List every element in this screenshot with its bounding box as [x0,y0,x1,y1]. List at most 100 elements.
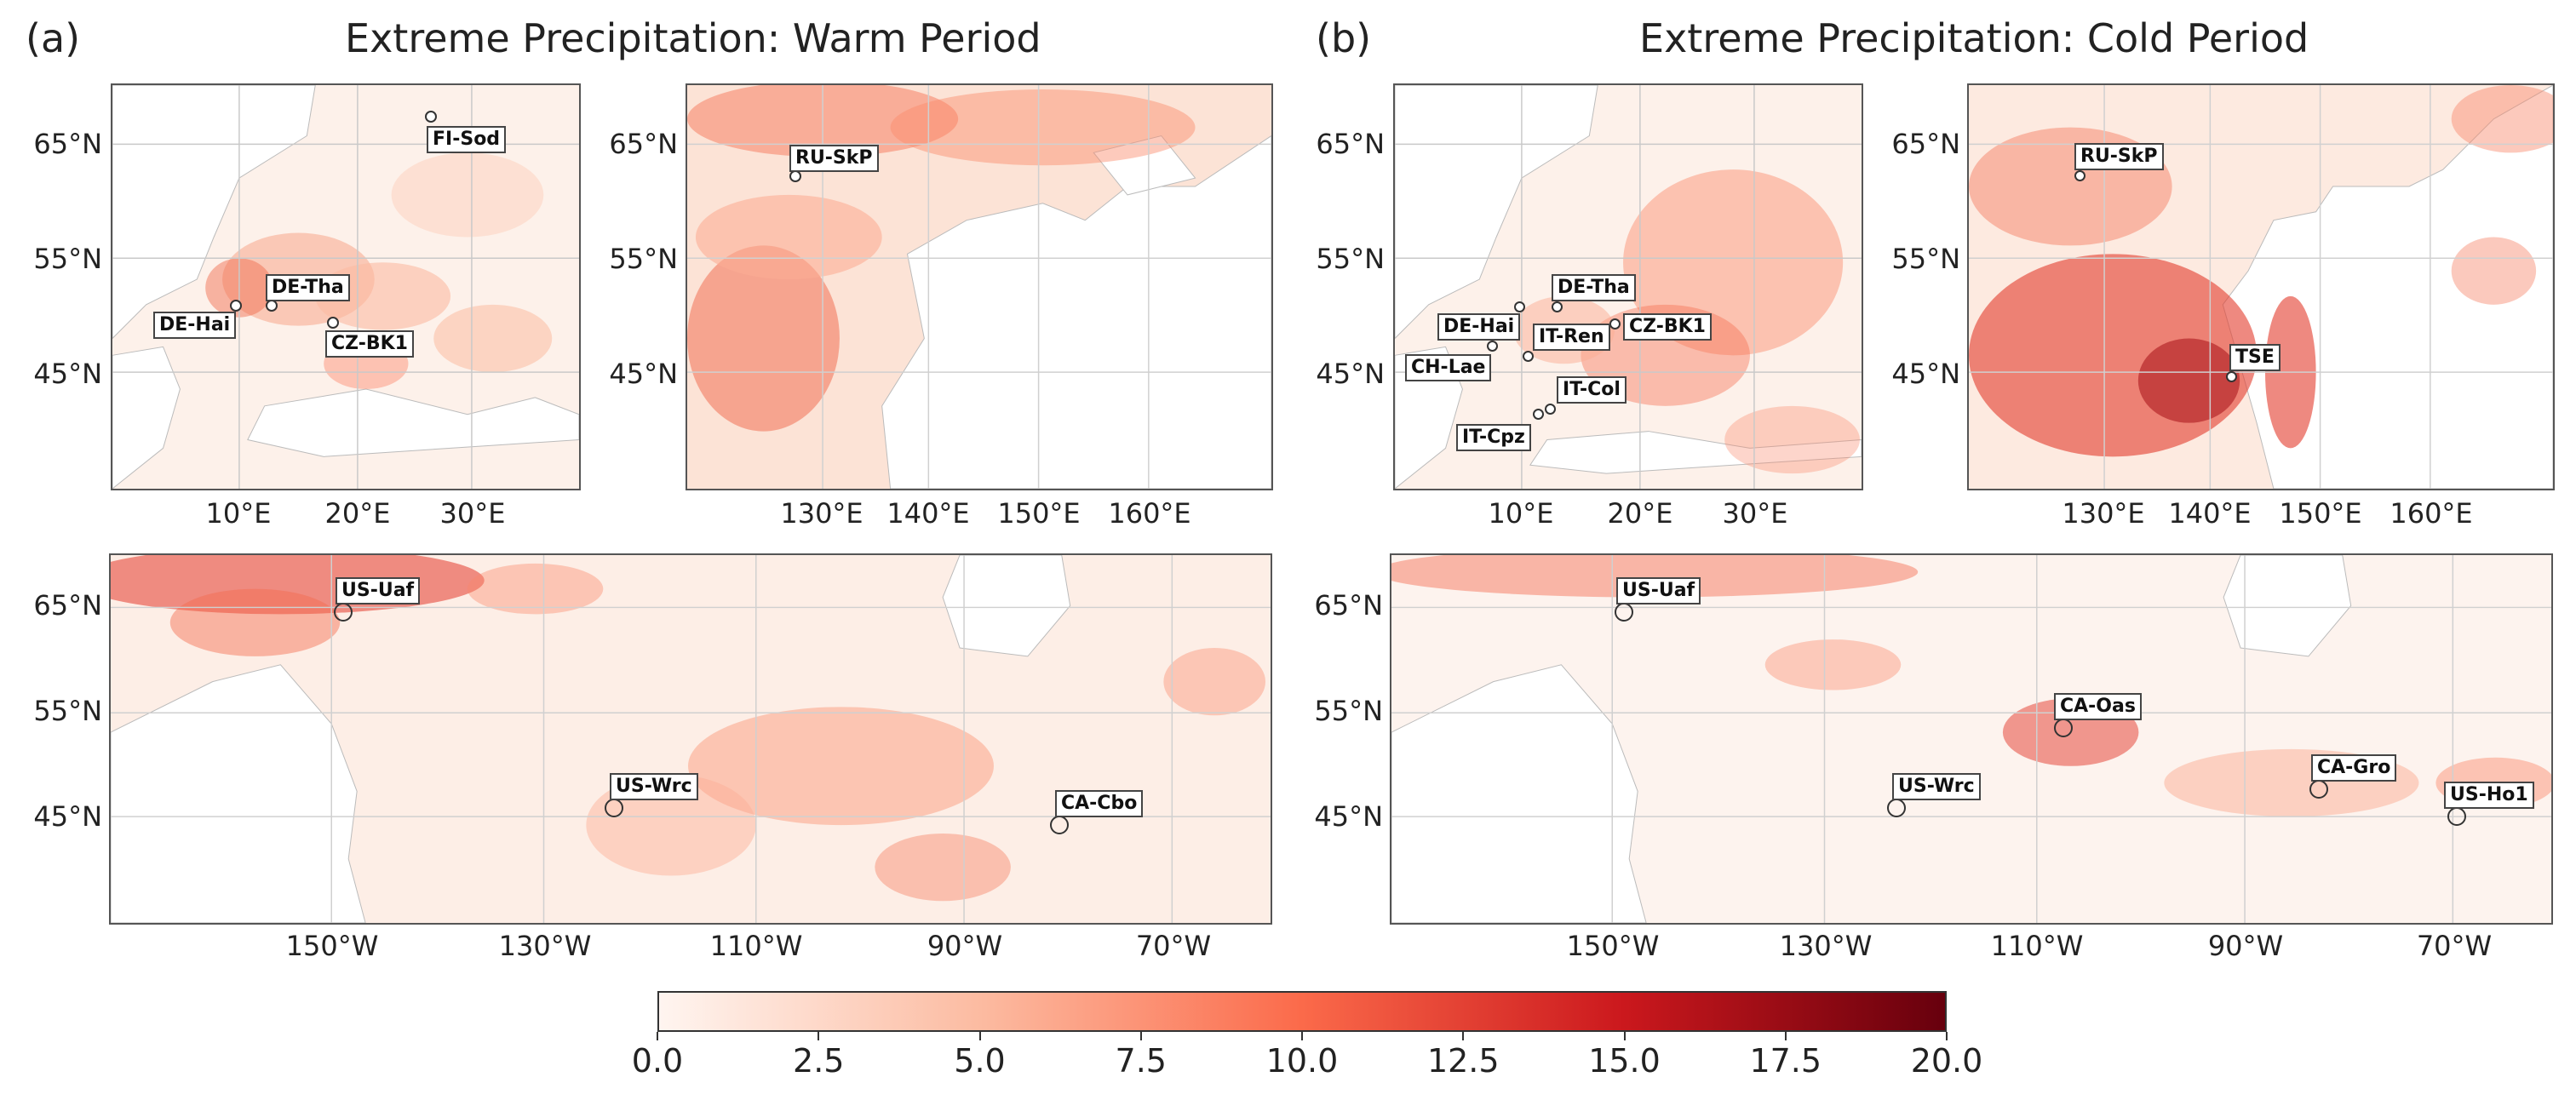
lat-tick: 55°N [609,243,678,275]
lon-tick: 90°W [2207,930,2284,962]
colorbar-tick-label: 0.0 [631,1042,684,1080]
site-marker [1887,799,1906,817]
site-marker [2074,170,2085,181]
lon-tick: 110°W [1990,930,2084,962]
map-b-asia-field [1969,85,2553,489]
panel-a-letter: (a) [26,15,81,61]
site-marker [425,111,437,123]
colorbar-tick-label: 12.5 [1426,1042,1500,1080]
lat-tick: 45°N [1314,800,1383,833]
site-label: DE-Hai [153,312,237,339]
site-label: TSE [2229,344,2281,371]
lat-tick: 45°N [1316,358,1385,390]
lat-tick: 45°N [33,358,102,390]
lon-tick: 30°E [1722,497,1788,530]
site-label: CA-Cbo [1055,790,1144,817]
map-b-america: US-Uaf CA-Oas CA-Gro US-Wrc US-Ho1 [1390,553,2553,925]
lon-tick: 150°W [285,930,379,962]
site-marker [1609,318,1621,329]
lat-tick: 65°N [1314,589,1383,622]
lat-tick: 55°N [33,243,102,275]
site-marker [789,170,801,182]
colorbar-tick-mark [978,1032,981,1040]
colorbar-tick-label: 17.5 [1749,1042,1822,1080]
site-marker [1523,351,1534,362]
colorbar-tick-mark [818,1032,820,1040]
map-a-asia-field [687,85,1271,489]
lon-tick: 150°E [2279,497,2362,530]
colorbar-tick-mark [1462,1032,1465,1040]
lon-tick: 150°E [997,497,1081,530]
site-label: DE-Hai [1437,313,1521,341]
panel-b-title: Extreme Precipitation: Cold Period [1639,15,2309,61]
lat-tick: 45°N [33,800,102,833]
lon-tick: 150°W [1566,930,1660,962]
map-b-america-field [1391,555,2551,923]
lat-tick: 65°N [1316,128,1385,160]
lon-tick: 140°E [886,497,970,530]
site-marker [1533,409,1544,420]
site-label: CA-Gro [2311,754,2397,782]
site-label: CH-Lae [1405,354,1492,381]
site-marker [1050,816,1069,834]
site-label: US-Uaf [336,577,421,604]
site-marker [1514,301,1525,312]
site-label: CZ-BK1 [325,330,414,358]
site-marker [2309,780,2328,799]
lat-tick: 55°N [1316,243,1385,275]
lon-tick: 160°E [2390,497,2473,530]
map-a-europe: FI-Sod DE-Tha DE-Hai CZ-BK1 [111,83,581,490]
map-b-asia: RU-SkP TSE [1967,83,2555,490]
colorbar-tick-label: 5.0 [954,1042,1006,1080]
site-label: IT-Ren [1533,324,1610,351]
site-label: US-Wrc [1892,773,1981,800]
colorbar-tick-label: 20.0 [1910,1042,1983,1080]
site-marker [1487,341,1498,352]
lon-tick: 130°W [1779,930,1873,962]
site-label: CZ-BK1 [1623,313,1712,341]
lat-tick: 55°N [33,695,102,727]
lat-tick: 65°N [33,128,102,160]
map-b-europe: DE-Tha DE-Hai CZ-BK1 IT-Ren CH-Lae IT-Co… [1393,83,1863,490]
colorbar-tick-mark [1784,1032,1787,1040]
site-marker [230,300,242,312]
lat-tick: 65°N [1891,128,1960,160]
site-marker [266,300,278,312]
lon-tick: 130°E [780,497,863,530]
colorbar-tick-label: 7.5 [1115,1042,1167,1080]
site-label: US-Wrc [610,773,698,800]
colorbar [657,991,1947,1032]
lon-tick: 130°E [2062,497,2145,530]
lon-tick: 140°E [2168,497,2252,530]
site-marker [2447,807,2466,826]
site-marker [334,603,353,622]
site-label: US-Ho1 [2444,782,2534,809]
map-a-asia: RU-SkP [686,83,1273,490]
lon-tick: 10°E [205,497,272,530]
colorbar-tick-mark [657,1032,658,1040]
map-a-america-field [111,555,1271,923]
lat-tick: 65°N [609,128,678,160]
lon-tick: 30°E [439,497,506,530]
lon-tick: 10°E [1488,497,1554,530]
site-label: DE-Tha [1552,274,1636,301]
colorbar-tick-mark [1623,1032,1626,1040]
colorbar-tick-label: 10.0 [1265,1042,1339,1080]
panel-a-title: Extreme Precipitation: Warm Period [345,15,1041,61]
lon-tick: 20°E [324,497,391,530]
site-marker [327,317,339,329]
panel-b-letter: (b) [1316,15,1372,61]
lat-tick: 45°N [609,358,678,390]
site-label: US-Uaf [1616,577,1701,604]
lon-tick: 160°E [1108,497,1191,530]
site-marker [605,799,623,817]
lat-tick: 55°N [1314,695,1383,727]
colorbar-tick-mark [1946,1032,1948,1040]
map-a-america: US-Uaf US-Wrc CA-Cbo [109,553,1272,925]
lon-tick: 130°W [498,930,592,962]
lon-tick: 20°E [1607,497,1673,530]
site-marker [1545,404,1556,415]
site-label: RU-SkP [789,145,879,172]
colorbar-tick-label: 15.0 [1588,1042,1661,1080]
site-label: IT-Col [1557,376,1626,404]
